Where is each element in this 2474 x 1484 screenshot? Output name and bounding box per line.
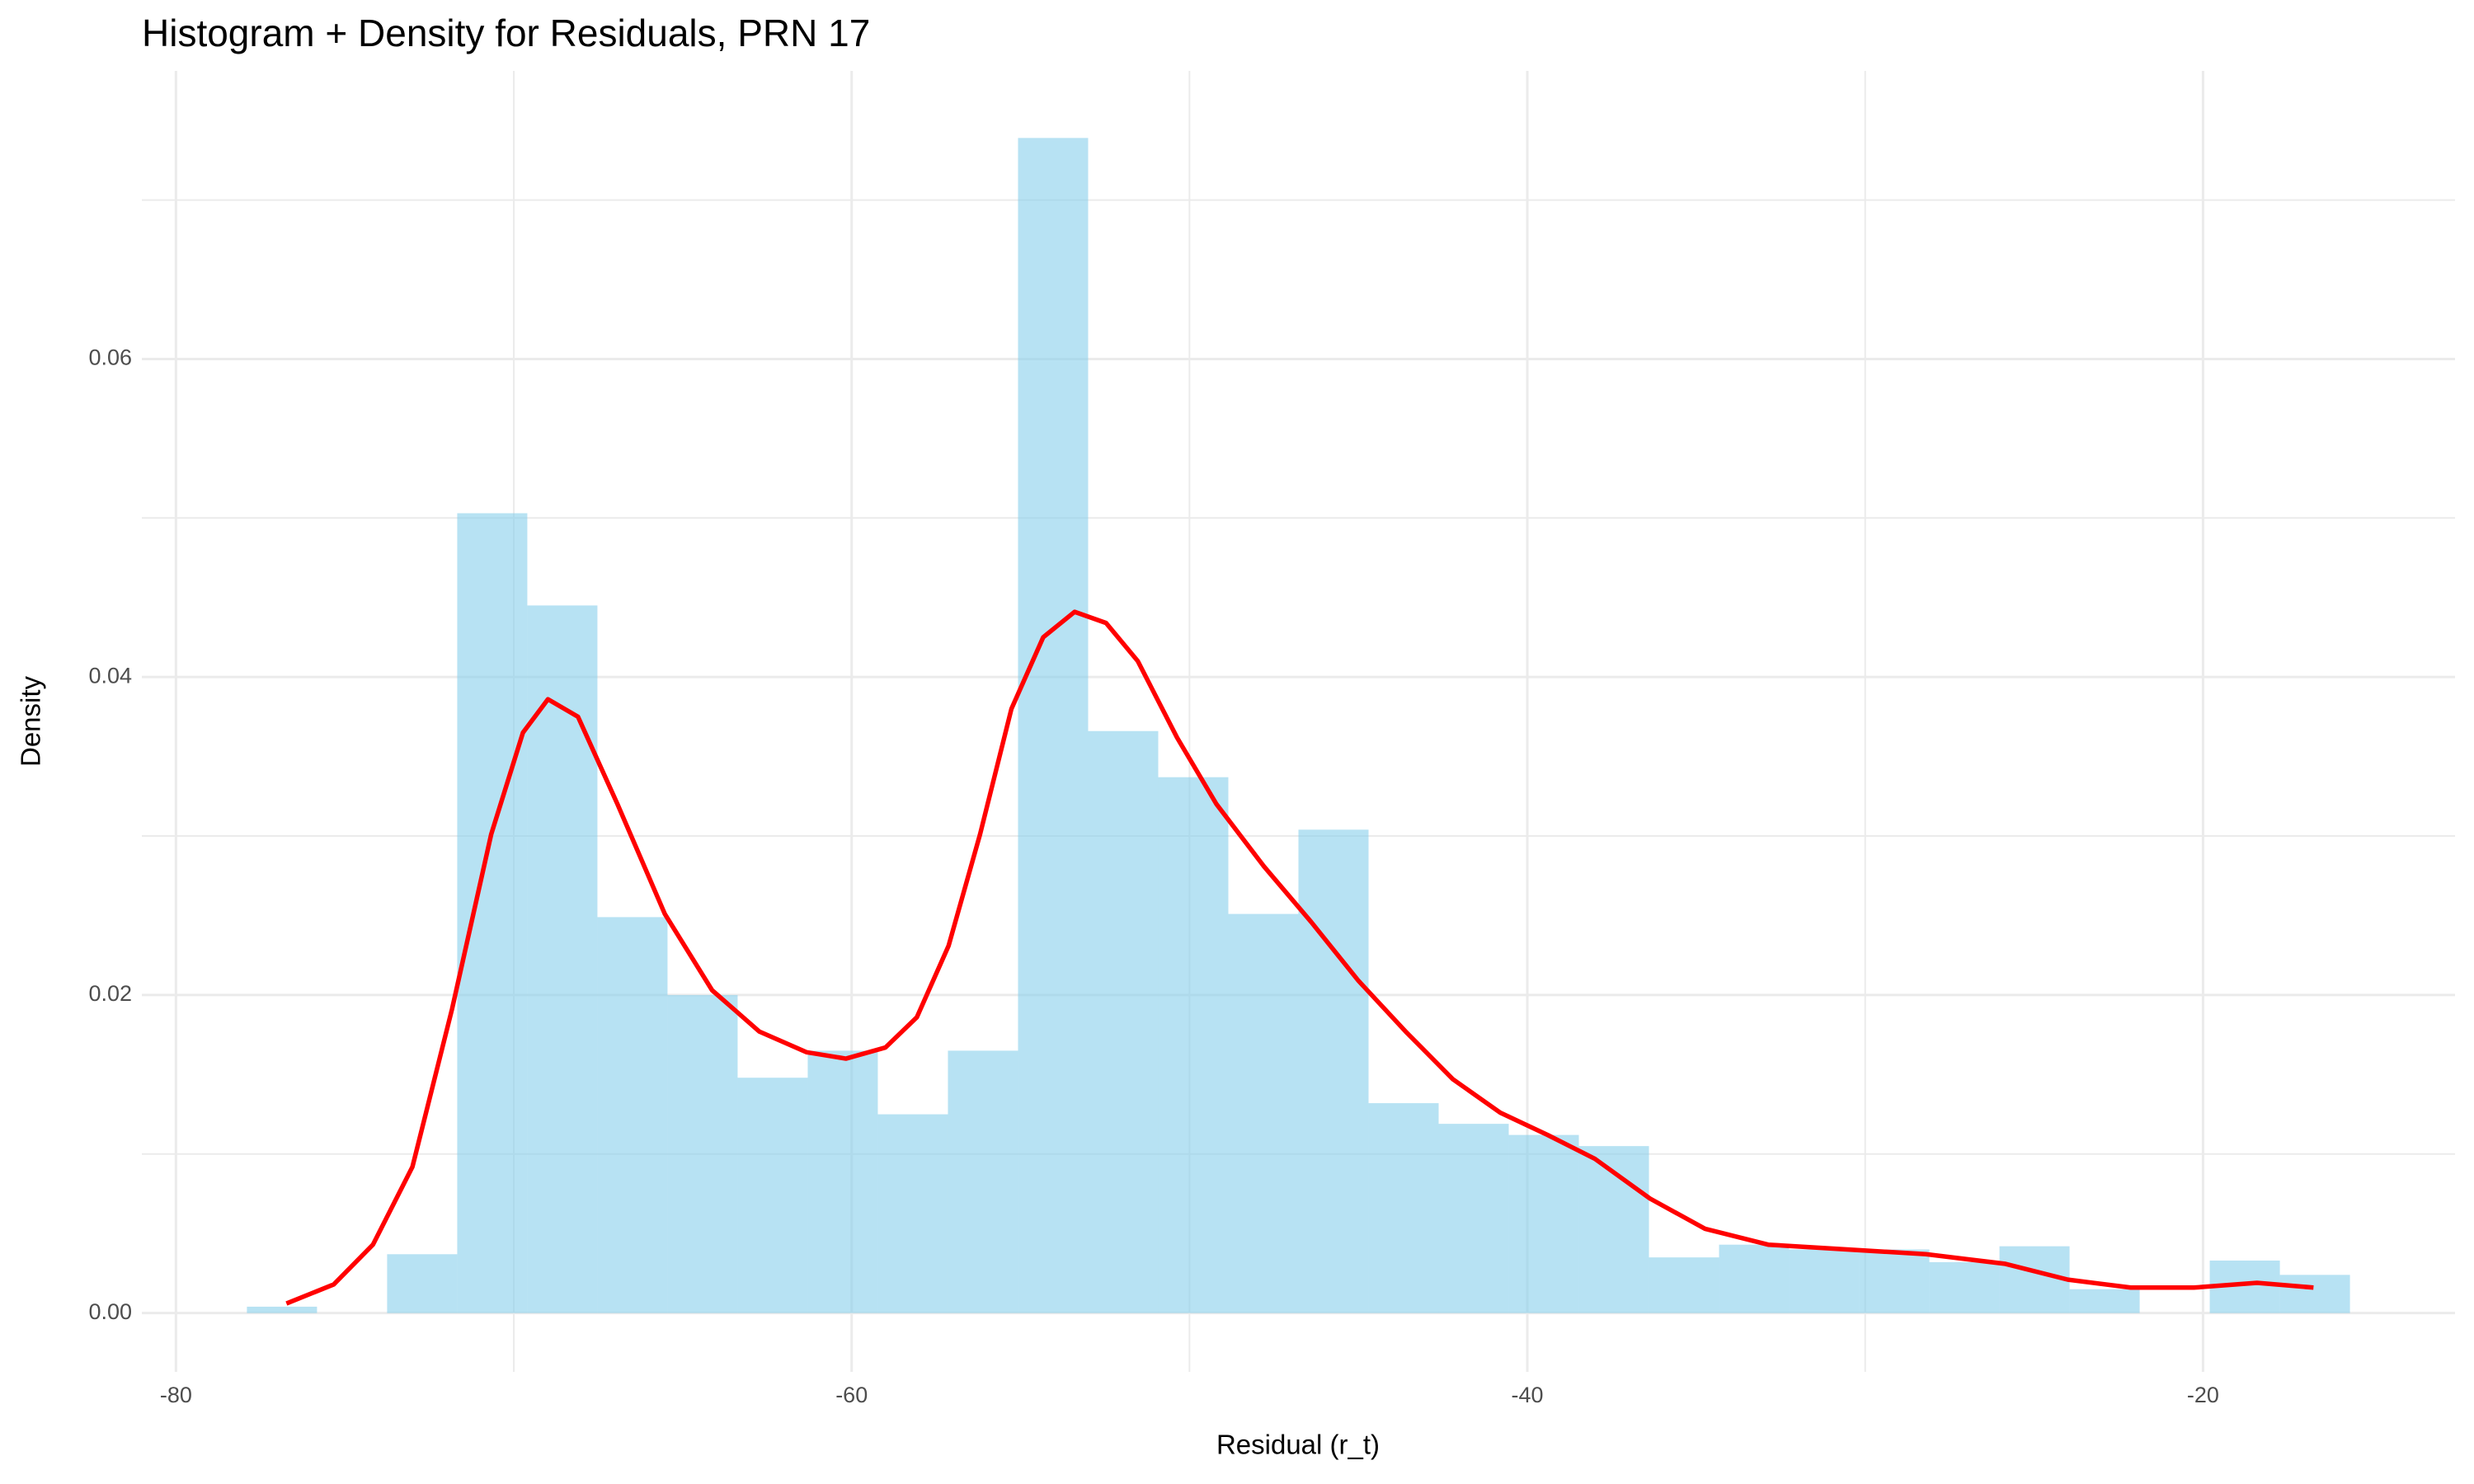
bar bbox=[667, 994, 738, 1313]
bar bbox=[1158, 777, 1229, 1313]
bar bbox=[737, 1078, 808, 1313]
bar bbox=[2279, 1275, 2350, 1313]
bar bbox=[457, 513, 528, 1313]
bar bbox=[387, 1254, 458, 1313]
bar bbox=[527, 605, 598, 1313]
bar bbox=[597, 917, 668, 1313]
bar bbox=[2069, 1289, 2140, 1313]
bar bbox=[1789, 1249, 1860, 1313]
bar bbox=[1228, 913, 1299, 1313]
x-tick-label: -20 bbox=[2187, 1383, 2219, 1407]
bar bbox=[1929, 1261, 2000, 1313]
bar bbox=[1298, 829, 1369, 1313]
bar bbox=[807, 1050, 878, 1313]
x-tick-label: -60 bbox=[835, 1383, 868, 1407]
y-tick-label: 0.06 bbox=[88, 345, 132, 370]
y-tick-label: 0.04 bbox=[88, 663, 132, 688]
bar bbox=[1088, 730, 1159, 1313]
bar bbox=[1859, 1249, 1930, 1313]
bar bbox=[1719, 1244, 1790, 1313]
bar bbox=[1999, 1246, 2070, 1313]
bar bbox=[1508, 1134, 1579, 1313]
x-tick-label: -40 bbox=[1512, 1383, 1544, 1407]
chart-title: Histogram + Density for Residuals, PRN 1… bbox=[142, 12, 870, 54]
bar bbox=[1438, 1124, 1509, 1313]
x-tick-label: -80 bbox=[160, 1383, 192, 1407]
density-line bbox=[285, 609, 2314, 1306]
bar bbox=[877, 1114, 948, 1313]
bar bbox=[948, 1050, 1018, 1313]
bar bbox=[1368, 1103, 1439, 1313]
bar bbox=[1018, 138, 1089, 1313]
y-tick-label: 0.00 bbox=[88, 1299, 132, 1324]
bar bbox=[1649, 1257, 1719, 1313]
y-tick-label: 0.02 bbox=[88, 981, 132, 1006]
y-axis-title: Density bbox=[16, 675, 46, 767]
x-axis-title: Residual (r_t) bbox=[1216, 1430, 1380, 1460]
bar bbox=[247, 1306, 317, 1313]
